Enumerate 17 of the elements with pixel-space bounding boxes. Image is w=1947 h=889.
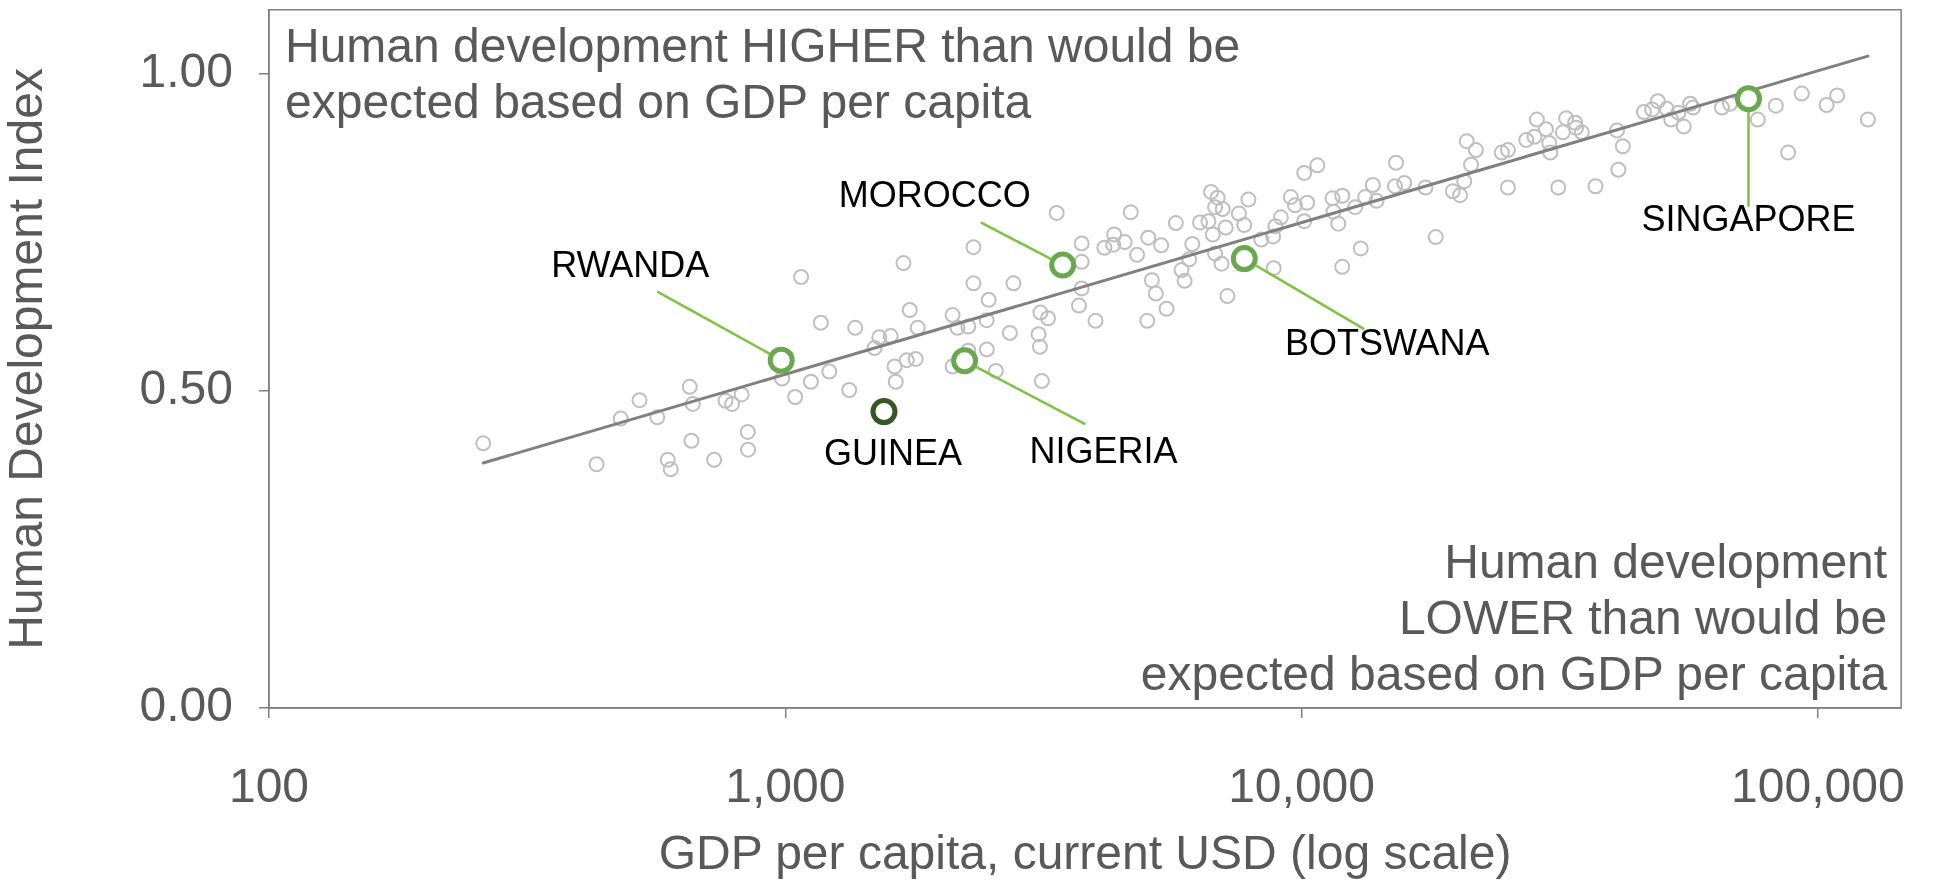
annotation: GUINEA [823, 431, 962, 473]
annotation: BOTSWANA [1284, 321, 1490, 363]
annotation: RWANDA [551, 244, 710, 286]
annotation: NIGERIA [1029, 429, 1178, 471]
y-tick-label: 0.50 [139, 360, 233, 414]
annotation: Human development LOWER than would be expected based on GDP per capita [1140, 535, 1888, 700]
y-tick-label: 0.00 [139, 678, 233, 732]
x-tick-label: 100,000 [1731, 759, 1905, 813]
y-tick-label: 1.00 [139, 43, 233, 97]
x-tick-label: 1,000 [725, 759, 846, 813]
x-tick-label: 10,000 [1228, 759, 1375, 813]
x-tick-label: 100 [228, 759, 310, 813]
y-axis-title: Human Development Index [0, 68, 53, 650]
x-axis-title: GDP per capita, current USD (log scale) [658, 826, 1512, 880]
annotation: SINGAPORE [1641, 197, 1856, 239]
annotation: MOROCCO [838, 173, 1031, 215]
annotation: Human development HIGHER than would be expected based on GDP per capita [285, 18, 1241, 128]
